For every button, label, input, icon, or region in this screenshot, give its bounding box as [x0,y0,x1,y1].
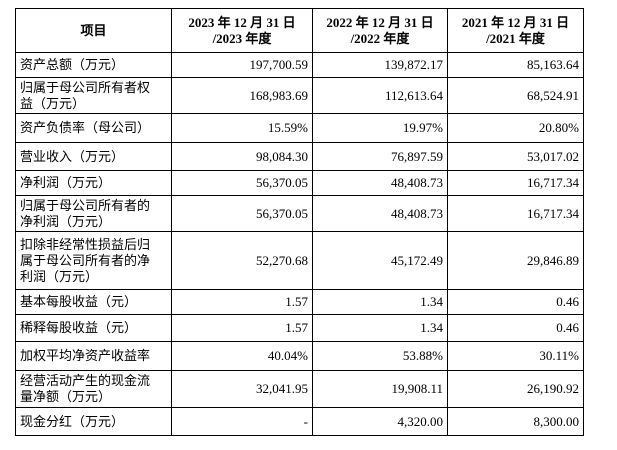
table-row: 资产总额（万元） 197,700.59 139,872.17 85,163.64 [15,52,584,78]
cell-line: 量净额（万元） [20,389,112,404]
value-cell: 85,163.64 [447,52,584,78]
value-cell: 53,017.02 [447,142,584,171]
header-cell: 2021 年 12 月 31 日/2021 年度 [447,8,584,53]
cell-line: 现金分红（万元） [20,413,125,429]
row-label: 基本每股收益（元） [15,289,172,315]
table-row: 营业收入（万元） 98,084.30 76,897.59 53,017.02 [15,142,584,171]
cell-line: 净利润（万元） [20,213,112,229]
cell-line: 基本每股收益（元） [20,294,138,309]
cell-line: 属于母公司所有者的净 [20,252,151,268]
cell-line: /2021 年度 [486,30,545,46]
cell-line: 归属于母公司所有者权 [20,79,151,95]
table-row: 稀释每股收益（元） 1.57 1.34 0.46 [15,314,584,342]
value-cell: 29,846.89 [447,231,584,290]
cell-line: 扣除非经常性损益后归 [20,236,151,252]
value-cell: 15.59% [171,113,313,143]
value-cell: 32,041.95 [171,370,313,408]
value-cell: 68,524.91 [447,77,584,114]
table-row: 加权平均净资产收益率 40.04% 53.88% 30.11% [15,341,584,371]
row-label: 资产负债率（母公司） [15,113,172,143]
value-cell: 1.34 [312,289,448,315]
cell-line: 资产总额（万元） [20,57,125,72]
header-cell: 2023 年 12 月 31 日/2023 年度 [171,8,313,53]
cell-line: /2023 年度 [212,30,272,46]
cell-line: 资产负债率（母公司） [20,120,151,135]
row-label: 归属于母公司所有者的 净利润（万元） [15,195,172,232]
value-cell: - [171,407,313,436]
row-label: 经营活动产生的现金流 量净额（万元） [15,370,172,408]
value-cell: 76,897.59 [312,142,448,171]
header-cell: 项目 [15,8,172,53]
value-cell: 52,270.68 [171,231,313,290]
row-label: 现金分红（万元） [15,407,172,436]
value-cell: 19,908.11 [312,370,448,408]
value-cell: 56,370.05 [171,170,313,196]
value-cell: 45,172.49 [312,231,448,290]
value-cell: 112,613.64 [312,77,448,114]
value-cell: 1.57 [171,314,313,342]
value-cell: 197,700.59 [171,52,313,78]
value-cell: 30.11% [447,341,584,371]
value-cell: 8,300.00 [447,407,584,436]
table-row: 归属于母公司所有者权 益（万元） 168,983.69 112,613.64 68,52… [15,77,584,114]
cell-line: 营业收入（万元） [20,148,125,164]
value-cell: 0.46 [447,289,584,315]
value-cell: 16,717.34 [447,195,584,232]
value-cell: 1.34 [312,314,448,342]
financial-table: 项目 2023 年 12 月 31 日/2023 年度 2022 年 12 月 31… [15,8,584,436]
value-cell: 40.04% [171,341,313,371]
table-row: 基本每股收益（元） 1.57 1.34 0.46 [15,289,584,315]
cell-line: 加权平均净资产收益率 [20,348,151,363]
table-row: 归属于母公司所有者的 净利润（万元） 56,370.05 48,408.73 16,71… [15,195,584,232]
value-cell: 56,370.05 [171,195,313,232]
table-row: 资产负债率（母公司） 15.59% 19.97% 20.80% [15,113,584,143]
table-row: 经营活动产生的现金流 量净额（万元） 32,041.95 19,908.11 26,19… [15,370,584,408]
row-label: 稀释每股收益（元） [15,314,172,342]
row-label: 扣除非经常性损益后归 属于母公司所有者的净 利润（万元） [15,231,172,290]
value-cell: 98,084.30 [171,142,313,171]
cell-line: 益（万元） [20,95,86,111]
cell-line: 净利润（万元） [20,175,112,190]
cell-line: 经营活动产生的现金流 [20,373,151,388]
cell-line: 归属于母公司所有者的 [20,197,151,213]
value-cell: 16,717.34 [447,170,584,196]
value-cell: 19.97% [312,113,448,143]
row-label: 归属于母公司所有者权 益（万元） [15,77,172,114]
value-cell: 20.80% [447,113,584,143]
value-cell: 48,408.73 [312,195,448,232]
cell-line: 项目 [80,22,107,38]
cell-line: 利润（万元） [20,268,99,284]
table-row: 扣除非经常性损益后归 属于母公司所有者的净 利润（万元） 52,270.68 45,17… [15,231,584,290]
table-body: 资产总额（万元） 197,700.59 139,872.17 85,163.64 归属于… [15,52,584,436]
value-cell: 1.57 [171,289,313,315]
value-cell: 4,320.00 [312,407,448,436]
row-label: 加权平均净资产收益率 [15,341,172,371]
cell-line: 2021 年 12 月 31 日 [461,14,570,30]
cell-line: 稀释每股收益（元） [20,320,138,335]
row-label: 净利润（万元） [15,170,172,196]
value-cell: 53.88% [312,341,448,371]
value-cell: 48,408.73 [312,170,448,196]
cell-line: 2022 年 12 月 31 日 [326,14,434,30]
table-row: 现金分红（万元） -4,320.00 8,300.00 [15,407,584,436]
value-cell: 0.46 [447,314,584,342]
header-row: 项目 2023 年 12 月 31 日/2023 年度 2022 年 12 月 31… [15,8,584,53]
value-cell: 168,983.69 [171,77,313,114]
row-label: 资产总额（万元） [15,52,172,78]
row-label: 营业收入（万元） [15,142,172,171]
value-cell: 26,190.92 [447,370,584,408]
header-cell: 2022 年 12 月 31 日/2022 年度 [312,8,448,53]
table-row: 净利润（万元） 56,370.05 48,408.73 16,717.34 [15,170,584,196]
value-cell: 139,872.17 [312,52,448,78]
cell-line: /2022 年度 [350,30,410,46]
cell-line: 2023 年 12 月 31 日 [188,14,296,30]
